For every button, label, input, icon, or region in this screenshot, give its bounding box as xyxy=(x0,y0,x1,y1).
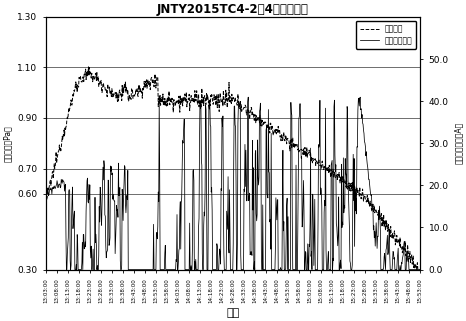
炉内真空 xyxy=(271,131,276,135)
Y-axis label: 炉内真空（Pa）: 炉内真空（Pa） xyxy=(3,125,12,162)
Legend: 炉内真空, 各枪电束加总: 炉内真空, 各枪电束加总 xyxy=(356,21,417,49)
各枪电束加总 xyxy=(282,268,288,272)
Title: JNTY2015TC4-2焉4炼工艺参数: JNTY2015TC4-2焉4炼工艺参数 xyxy=(157,3,309,16)
各枪电束加总 xyxy=(328,268,334,272)
炉内真空 xyxy=(418,268,423,272)
各枪电束加总 xyxy=(64,268,69,272)
炉内真空 xyxy=(415,268,421,272)
Line: 炉内真空: 炉内真空 xyxy=(46,67,420,270)
炉内真空 xyxy=(43,200,48,204)
各枪电束加总 xyxy=(261,268,267,272)
炉内真空 xyxy=(66,107,72,111)
各枪电束加总 xyxy=(366,177,372,181)
X-axis label: 时间: 时间 xyxy=(226,308,240,318)
炉内真空 xyxy=(366,201,371,205)
各枪电束加总 xyxy=(246,95,251,99)
炉内真空 xyxy=(261,120,267,124)
Y-axis label: 各枪电束加总（A）: 各枪电束加总（A） xyxy=(454,122,463,164)
各枪电束加总 xyxy=(271,268,277,272)
炉内真空 xyxy=(328,170,333,174)
炉内真空 xyxy=(282,138,288,142)
炉内真空 xyxy=(86,65,91,69)
各枪电束加总 xyxy=(43,195,48,199)
各枪电束加总 xyxy=(67,187,72,191)
Line: 各枪电束加总: 各枪电束加总 xyxy=(46,97,420,270)
各枪电束加总 xyxy=(418,268,423,272)
